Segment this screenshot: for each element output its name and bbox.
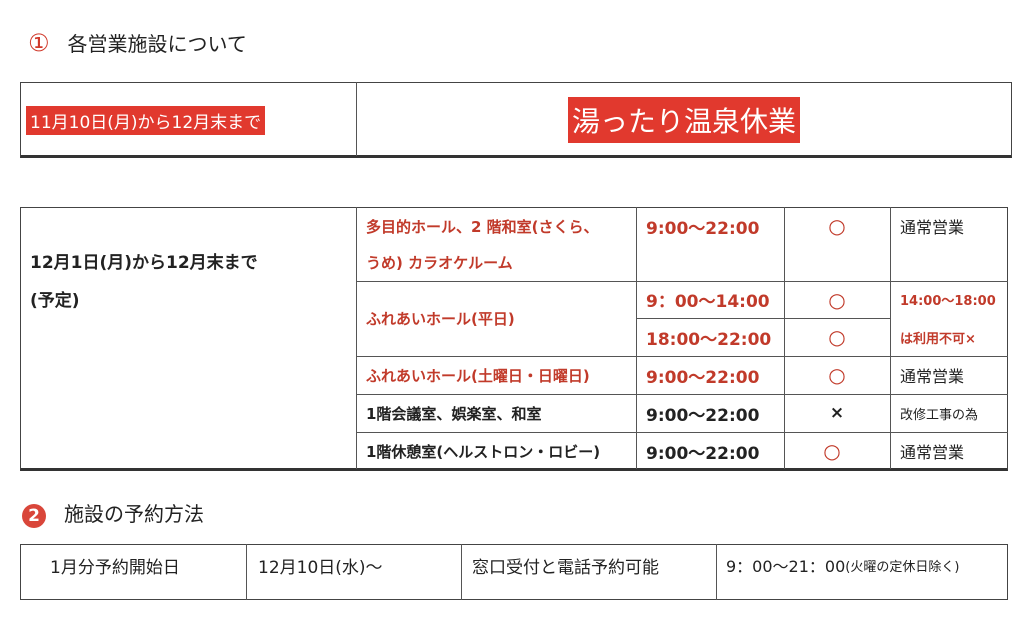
hours: 9:00～22:00: [646, 367, 760, 388]
hours: 9:00～22:00: [646, 218, 760, 239]
hours-note: (火曜の定休日除く): [845, 559, 960, 575]
hours: 9:00～22:00: [646, 443, 760, 464]
availability-mark: ○: [828, 287, 846, 312]
availability-mark: ○: [828, 214, 846, 238]
schedule-period: 12月1日(月)から12月末まで: [30, 253, 258, 273]
reservation-start-date: 12月10日(水)～: [258, 557, 383, 578]
availability-mark: ○: [823, 439, 841, 463]
status-note: 改修工事の為: [900, 407, 979, 423]
closure-period: 11月10日(月)から12月末まで: [26, 104, 266, 136]
schedule-period-note: (予定): [30, 291, 80, 311]
reservation-label: 1月分予約開始日: [50, 557, 180, 578]
reservation-table: [20, 544, 1008, 600]
closure-notice-table: [20, 82, 1012, 158]
facility-name: ふれあいホール(平日): [366, 310, 515, 328]
hours: 9：00～14:00: [646, 292, 770, 312]
hours: 18:00～22:00: [646, 329, 772, 350]
section2-title: 施設の予約方法: [64, 502, 204, 526]
availability-mark: ×: [829, 403, 845, 423]
status-note: 通常営業: [900, 218, 965, 237]
circled-number-2: 2: [22, 504, 46, 528]
closure-message: 湯ったり温泉休業: [356, 96, 1012, 144]
facility-name: 多目的ホール、2 階和室(さくら、: [366, 217, 599, 236]
section2-heading: 2 施設の予約方法: [22, 498, 204, 528]
status-note-cont: は利用不可×: [900, 331, 976, 347]
status-note: 14:00～18:00: [900, 294, 996, 309]
reservation-method: 窓口受付と電話予約可能: [472, 557, 659, 578]
section1-heading: ① 各営業施設について: [28, 28, 247, 57]
facility-name-cont: うめ) カラオケルーム: [366, 253, 513, 272]
availability-mark: ○: [828, 363, 846, 387]
facility-schedule-table: [20, 207, 1008, 471]
section1-title: 各営業施設について: [67, 32, 247, 56]
status-note: 通常営業: [900, 367, 965, 386]
availability-mark: ○: [828, 325, 846, 349]
reservation-hours: 9：00～21：00 (火曜の定休日除く): [726, 550, 959, 580]
facility-name: 1階休憩室(ヘルストロン・ロビー): [366, 442, 601, 461]
status-note: 通常営業: [900, 443, 965, 462]
facility-name: 1階会議室、娯楽室、和室: [366, 404, 542, 423]
circled-number-1: ①: [28, 29, 50, 57]
hours-text: 9：00～21：00: [726, 557, 846, 576]
hours: 9:00～22:00: [646, 405, 760, 426]
facility-name: ふれあいホール(土曜日・日曜日): [366, 366, 590, 385]
